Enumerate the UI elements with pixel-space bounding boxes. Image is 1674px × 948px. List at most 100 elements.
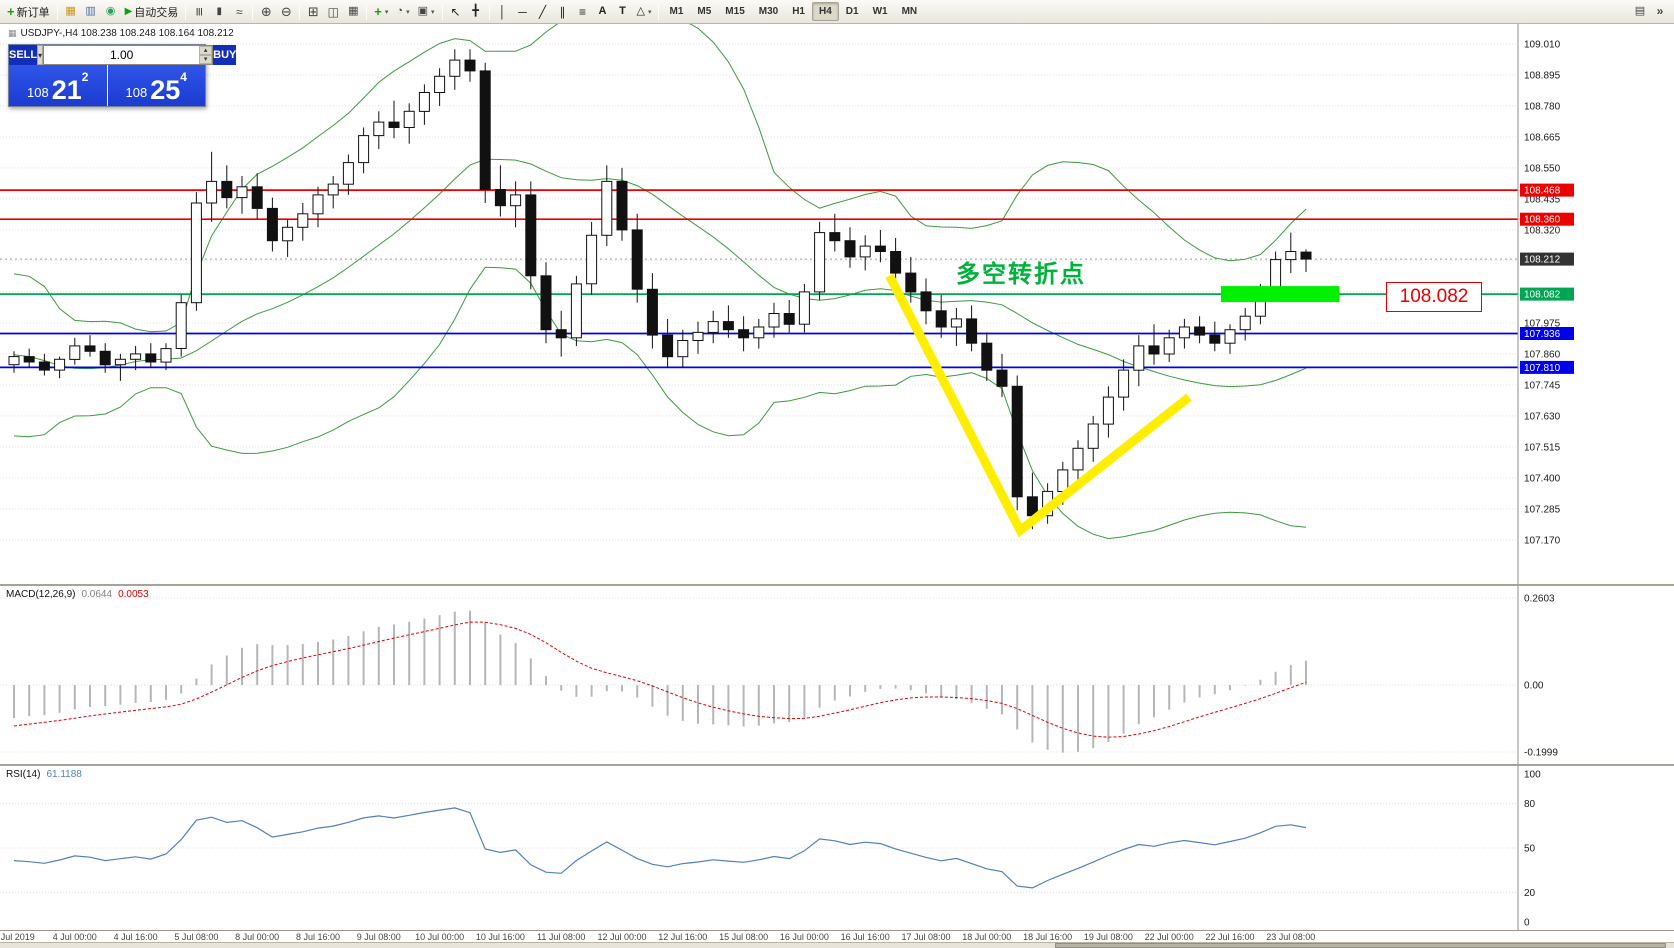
more-button[interactable]: » (1650, 1, 1670, 21)
panel-separator[interactable] (0, 584, 1674, 586)
arrange-windows-button[interactable]: ◫ (323, 2, 343, 22)
tile-windows-button[interactable]: ▦ (343, 2, 363, 22)
svg-text:107.285: 107.285 (1524, 504, 1561, 515)
sell-price-button[interactable]: 108 21 2 (9, 65, 107, 106)
volume-dropdown-button[interactable]: ▾ (37, 45, 44, 65)
timeframe-m15-button[interactable]: M15 (725, 6, 745, 17)
timeframe-d1-button[interactable]: D1 (845, 6, 859, 17)
bollinger-bands[interactable] (13, 24, 1307, 540)
fibonacci-button[interactable]: ≡ (573, 2, 593, 22)
svg-text:107.975: 107.975 (1524, 318, 1561, 329)
bar-chart-mode-icon: ||| (195, 6, 203, 16)
chevron-down-icon: ▾ (647, 8, 652, 16)
time-axis-label: 4 Jul 00:00 (52, 932, 97, 942)
tile-windows-icon: ▦ (348, 5, 359, 17)
time-axis-label: 22 Jul 16:00 (1205, 932, 1255, 942)
zoom-out-button[interactable]: ⊖ (276, 2, 296, 22)
time-axis-label: 3 Jul 2019 (0, 932, 35, 942)
timeframe-w1-button[interactable]: W1 (872, 6, 888, 17)
channel-icon: ∥ (559, 4, 566, 19)
shapes-button[interactable]: △ ▾ (633, 2, 656, 22)
volume-increase-button[interactable]: ▴ (199, 46, 213, 55)
bar-chart-mode-button[interactable]: ||| (189, 2, 209, 22)
vertical-line-button[interactable]: │ (493, 2, 513, 22)
rsi-label: RSI(14) 61.1188 (6, 769, 82, 780)
toolbar-separator (299, 3, 301, 20)
sell-price-sup: 2 (81, 70, 89, 84)
toolbar-right-group: ▤» (1630, 1, 1670, 21)
candle-chart-mode-button[interactable]: ▮ (209, 2, 229, 22)
time-axis-label: 23 Jul 08:00 (1266, 932, 1316, 942)
macd-main-value: 0.0644 (81, 589, 113, 600)
timeframe-h4-button[interactable]: H4 (812, 2, 839, 21)
macd-scale[interactable]: 0.2603 0.00 -0.1999 (1517, 586, 1558, 764)
price-scale[interactable]: 109.010 108.895 108.780 108.665 108.550 108.4… (1517, 24, 1574, 584)
zoom-in-button[interactable]: ⊕ (256, 2, 276, 22)
line-chart-mode-button[interactable]: ≈ (229, 2, 249, 22)
symbol-ohlc-text: USDJPY-,H4 108.238 108.248 108.164 108.2… (20, 28, 234, 39)
channel-button[interactable]: ∥ (553, 2, 573, 22)
toolbar-separator (56, 3, 58, 20)
buy-button[interactable]: BUY (213, 45, 237, 65)
trendline-button[interactable]: ╱ (533, 2, 553, 22)
scrollbar-thumb[interactable] (1054, 943, 1666, 948)
timeframe-m1-button[interactable]: M1 (669, 6, 684, 17)
crosshair-icon: ╋ (472, 5, 479, 17)
text-button[interactable]: A (593, 2, 613, 22)
price-chart-canvas[interactable]: 109.010 108.895 108.780 108.665 108.550 108.4… (0, 24, 1674, 584)
volume-input[interactable] (44, 46, 200, 64)
buy-price-sup: 4 (180, 70, 187, 84)
highlight-rectangle[interactable] (1220, 286, 1340, 303)
autotrading-button[interactable]: ▶ 自动交易 (121, 2, 183, 22)
timeframe-m5-button[interactable]: M5 (697, 6, 712, 17)
panel-separator[interactable] (0, 764, 1674, 766)
rsi-panel: 100 80 50 20 0 RSI(14) 61.1188 (0, 766, 1674, 930)
grid-toggle-button[interactable]: ⊞ (303, 2, 323, 22)
indicators-button[interactable]: + ▾ (370, 2, 392, 22)
trend-reversal-drawing[interactable] (885, 273, 1192, 538)
autotrading-label: 自动交易 (134, 6, 179, 19)
cursor-button[interactable]: ↖ (446, 2, 466, 22)
rsi-canvas[interactable]: 100 80 50 20 0 (0, 766, 1674, 930)
turning-point-annotation[interactable]: 多空转折点 (956, 261, 1086, 288)
svg-text:109.010: 109.010 (1524, 39, 1561, 50)
rsi-scale[interactable]: 100 80 50 20 0 (1517, 766, 1541, 930)
macd-canvas[interactable]: 0.2603 0.00 -0.1999 (0, 586, 1674, 764)
macd-signal-line (13, 621, 1307, 738)
time-axis-label: 19 Jul 08:00 (1083, 932, 1133, 942)
sell-button[interactable]: SELL (9, 45, 38, 65)
timeframe-h1-button[interactable]: H1 (792, 6, 805, 17)
price-callout-label[interactable]: 108.082 (1386, 282, 1482, 312)
timeframe-m30-button[interactable]: M30 (758, 6, 779, 17)
chevron-down-icon: ▾ (38, 50, 43, 60)
timeframe-mn-button[interactable]: MN (901, 6, 918, 17)
time-axis[interactable]: 3 Jul 2019 4 Jul 00:00 4 Jul 16:00 5 Jul 08… (0, 930, 1674, 942)
arrange-windows-icon: ◫ (327, 4, 339, 19)
profiles-button[interactable]: ▥ (81, 2, 101, 22)
templates-button[interactable]: ▣ ▾ (414, 2, 439, 22)
new-chart-button[interactable]: ▦ (61, 2, 81, 22)
new-order-button[interactable]: + 新订单 (3, 2, 54, 22)
time-axis-label: 18 Jul 00:00 (962, 932, 1012, 942)
periods-button[interactable]: ◔ ▾ (392, 2, 413, 22)
new-order-label: 新订单 (16, 6, 50, 19)
buy-price-button[interactable]: 108 25 4 (107, 65, 205, 106)
volume-stepper: ▴ ▾ (199, 46, 213, 64)
autotrading-icon: ▶ (124, 5, 133, 17)
candle-chart-mode-icon: ▮ (216, 5, 223, 17)
horizontal-line-button[interactable]: ─ (513, 2, 533, 22)
text-label-button[interactable]: T (613, 2, 633, 22)
data-window-button[interactable]: ◉ (101, 2, 121, 22)
main-chart-panel: 109.010 108.895 108.780 108.665 108.550 108.4… (0, 24, 1674, 584)
more-icon: » (1656, 4, 1664, 18)
time-axis-label: 16 Jul 00:00 (779, 932, 829, 942)
crosshair-button[interactable]: ╋ (466, 2, 486, 22)
line-chart-mode-icon: ≈ (236, 4, 243, 19)
volume-decrease-button[interactable]: ▾ (199, 55, 213, 64)
charts-list-button[interactable]: ▤ (1630, 1, 1650, 21)
time-axis-label: 18 Jul 16:00 (1023, 932, 1073, 942)
svg-text:108.665: 108.665 (1524, 132, 1561, 143)
grid-lines (0, 43, 1518, 541)
